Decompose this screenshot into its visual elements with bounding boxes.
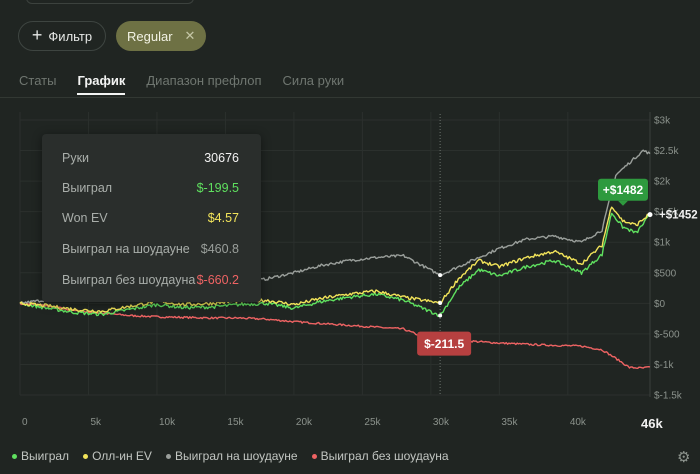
legend-dot: [12, 453, 17, 459]
tooltip-row-hands: Руки 30676: [62, 151, 239, 165]
x-tick-label: 30k: [433, 417, 450, 428]
x-tick-label: 15k: [227, 417, 244, 428]
legend-label: Выиграл на шоудауне: [174, 449, 298, 463]
top-panel-edge: [26, 0, 194, 4]
end-point: [647, 212, 653, 218]
tooltip-row-won-ev: Won EV $4.57: [62, 211, 239, 225]
y-tick-label: $3k: [654, 116, 671, 127]
x-tick-label: 10k: [159, 417, 176, 428]
close-icon[interactable]: ✕: [184, 28, 196, 43]
tooltip-label: Руки: [62, 151, 90, 165]
y-tick-label: $-500: [654, 329, 680, 340]
tab-divider: [0, 97, 700, 98]
x-axis-max-label: 46k: [641, 416, 663, 431]
badge-red: [417, 331, 472, 356]
tooltip-value: $-660.2: [196, 273, 239, 287]
legend-item-allin-ev[interactable]: Олл-ин EV: [83, 449, 152, 463]
legend-dot: [165, 453, 171, 459]
badge-green-text: +$1482: [603, 183, 644, 197]
tab-graph[interactable]: График: [77, 73, 126, 95]
hover-point: [438, 301, 443, 306]
add-filter-button[interactable]: + Фильтр: [18, 21, 106, 51]
y-tick-label: $-1k: [654, 360, 674, 371]
filter-chip-label: Regular: [127, 28, 173, 44]
y-tick-label: $0: [654, 299, 666, 310]
legend-item-won[interactable]: Выиграл: [12, 449, 69, 463]
filter-chip-regular[interactable]: Regular ✕: [116, 21, 206, 51]
badge-red-text: $-211.5: [424, 337, 464, 351]
legend-item-non-showdown[interactable]: Выиграл без шоудауна: [311, 449, 449, 463]
tooltip-label: Выиграл без шоудауна: [62, 273, 196, 287]
x-tick-label: 40k: [570, 417, 587, 428]
y-axis: $3k $2.5k $2k $1.5k $1k $500 $0 $-500 $-1k $-1.5k: [649, 112, 683, 402]
tab-stats[interactable]: Статы: [19, 73, 57, 88]
tab-preflop-range[interactable]: Диапазон префлоп: [146, 73, 262, 88]
y-tick-label: $500: [654, 268, 677, 279]
tooltip-label: Выиграл на шоудауне: [62, 242, 190, 256]
tooltip-row-won: Выиграл $-199.5: [62, 181, 239, 195]
y-tick-label: $-1.5k: [654, 391, 683, 402]
end-value-label: +$1452: [659, 210, 698, 222]
tooltip-value: 30676: [204, 151, 239, 165]
gear-icon[interactable]: ⚙: [677, 449, 691, 466]
y-tick-label: $1k: [654, 238, 671, 249]
legend-label: Выиграл: [21, 449, 70, 463]
tooltip-label: Выиграл: [62, 181, 113, 195]
legend-label: Олл-ин EV: [92, 449, 152, 463]
x-tick-label: 35k: [501, 417, 518, 428]
tooltip-row-non-showdown: Выиграл без шоудауна $-660.2: [62, 273, 239, 287]
tooltip-value: $460.8: [200, 242, 239, 256]
y-tick-label: $2.5k: [654, 146, 679, 157]
chart-legend: Выиграл Олл-ин EV Выиграл на шоудауне Вы…: [12, 449, 463, 463]
tooltip-row-showdown: Выиграл на шоудауне $460.8: [62, 242, 239, 256]
hover-point: [438, 313, 443, 318]
series-line: [19, 212, 651, 317]
badge-green: [598, 178, 648, 201]
series-line: [19, 206, 651, 314]
tab-bar: Статы График Диапазон префлоп Сила руки: [19, 73, 365, 95]
chart-markers: $-211.5 +$1482 +$1452: [417, 178, 698, 356]
badge-pointer: [618, 200, 628, 206]
x-axis: 0 5k 10k 15k 20k 25k 30k 35k 40k: [22, 417, 587, 428]
tooltip-label: Won EV: [62, 211, 108, 225]
x-tick-label: 0: [22, 417, 28, 428]
hover-tooltip: Руки 30676 Выиграл $-199.5 Won EV $4.57 …: [42, 134, 261, 302]
tooltip-value: $-199.5: [196, 181, 239, 195]
series-line: [19, 302, 651, 369]
plus-icon: +: [31, 25, 43, 45]
legend-label: Выиграл без шоудауна: [320, 449, 449, 463]
x-tick-label: 25k: [364, 417, 381, 428]
y-tick-label: $1.5k: [654, 207, 679, 218]
tab-hand-strength[interactable]: Сила руки: [282, 73, 345, 88]
tooltip-value: $4.57: [207, 211, 239, 225]
add-filter-label: Фильтр: [48, 28, 93, 44]
legend-item-showdown[interactable]: Выиграл на шоудауне: [165, 449, 298, 463]
hover-point: [438, 273, 443, 278]
y-tick-label: $2k: [654, 177, 671, 188]
legend-dot: [83, 453, 89, 459]
x-tick-label: 20k: [296, 417, 313, 428]
legend-dot: [311, 453, 317, 459]
x-tick-label: 5k: [90, 417, 102, 428]
